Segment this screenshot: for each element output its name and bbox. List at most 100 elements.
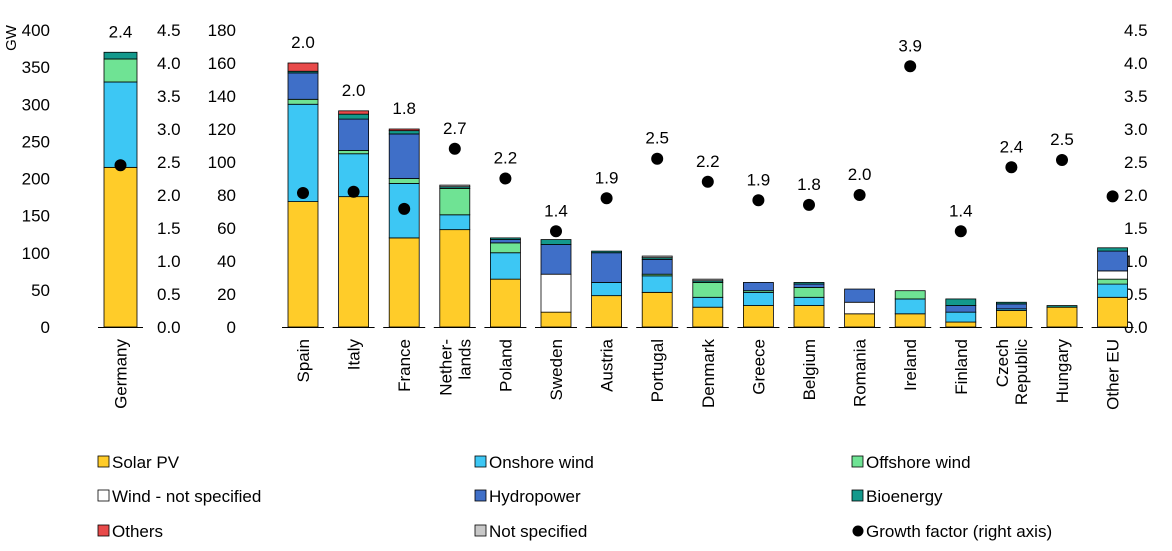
right-axis-tick-label: 1.5 [157, 219, 181, 238]
bar-segment-not-specified [641, 255, 673, 259]
category-label: Ireland [901, 339, 920, 391]
right-axis-tick-label: 3.0 [157, 120, 181, 139]
left-axis-tick-label: 200 [22, 170, 50, 189]
bar-segment-offshore-wind [489, 242, 521, 254]
legend-label: Onshore wind [489, 453, 594, 472]
legend-item-hydropower: Hydropower [474, 487, 581, 506]
bar-segment-wind-not-specified [540, 273, 572, 313]
left-axis-tick-label: 0 [227, 318, 236, 337]
growth-factor-label: 2.2 [494, 149, 518, 168]
category-label: Sweden [547, 339, 566, 400]
bar-segment-onshore-wind [641, 275, 673, 293]
category-label: Other EU [1104, 339, 1123, 410]
growth-factor-dot [904, 60, 917, 73]
bar-segment-onshore-wind [591, 282, 622, 297]
bar-segment-offshore-wind [439, 187, 471, 216]
left-axis-tick-label: 100 [208, 153, 236, 172]
bar-segment-onshore-wind [439, 214, 471, 231]
category-label: Italy [345, 339, 364, 371]
legend-marker [851, 455, 864, 468]
legend-label: Growth factor (right axis) [866, 522, 1052, 541]
bar-segment-hydropower [489, 239, 521, 244]
growth-factor-label: 2.0 [291, 33, 315, 52]
growth-factor-dot [297, 187, 309, 200]
legend-item-not-specified: Not specified [474, 522, 587, 541]
bar-segment-bioenergy [489, 237, 521, 240]
growth-factor-dot [1106, 190, 1119, 203]
bar-segment-hydropower [844, 288, 875, 303]
growth-factor-label: 1.4 [544, 201, 568, 220]
legend-marker [474, 455, 487, 468]
bar-segment-solar-pv [793, 305, 825, 328]
growth-factor-label: 2.2 [696, 152, 720, 171]
growth-factor-label: 2.0 [848, 165, 872, 184]
growth-factor-label: 2.5 [1050, 130, 1074, 149]
growth-factor-dot [448, 142, 461, 155]
bar-segment-hydropower [743, 282, 774, 292]
bar-segment-offshore-wind [388, 178, 420, 184]
right-axis-tick-label: 1.5 [1124, 219, 1148, 238]
category-label: Spain [294, 339, 313, 382]
left-axis-tick-label: 60 [217, 219, 236, 238]
growth-factor-label: 1.9 [747, 170, 771, 189]
right-axis-tick-label: 1.0 [157, 252, 181, 271]
growth-factor-dot [853, 189, 866, 201]
bar-segment-solar-pv [1046, 306, 1078, 328]
right-axis-tick-label: 4.5 [1124, 21, 1148, 40]
growth-factor-dot [803, 198, 815, 211]
right-axis-tick-label: 4.0 [1124, 54, 1148, 73]
bar-segment-bioenergy [338, 113, 370, 120]
left-axis-tick-label: 350 [22, 58, 50, 77]
bar-segment-solar-pv [388, 237, 420, 328]
right-axis-tick-label: 0.0 [1124, 318, 1148, 337]
legend-label: Solar PV [112, 453, 180, 472]
bar-segment-offshore-wind [793, 286, 825, 298]
left-axis-tick-label: 300 [22, 95, 50, 114]
bar-segment-solar-pv [844, 313, 875, 328]
bar-segment-solar-pv [743, 305, 774, 328]
growth-factor-dot [600, 192, 613, 205]
right-axis-tick-label: 2.5 [157, 153, 181, 172]
category-label: France [395, 339, 414, 392]
bar-segment-bioenergy [996, 301, 1027, 305]
bar-segment-solar-pv [540, 311, 572, 328]
left-axis-tick-label: 250 [22, 132, 50, 151]
left-axis-tick-label: 0 [41, 318, 50, 337]
growth-factor-label: 1.8 [392, 99, 416, 118]
left-axis-tick-label: 180 [208, 21, 236, 40]
growth-factor-label: 2.5 [645, 129, 669, 148]
bar-segment-offshore-wind [338, 150, 370, 155]
bar-segment-offshore-wind [1097, 278, 1128, 285]
legend-item-growth-factor-right-axis: Growth factor (right axis) [852, 522, 1052, 541]
left-axis-tick-label: 100 [22, 244, 50, 263]
legend-marker [851, 489, 864, 502]
legend-label: Bioenergy [866, 487, 943, 506]
growth-factor-label: 1.9 [595, 168, 619, 187]
right-axis-tick-label: 4.5 [157, 21, 181, 40]
eu-countries-panel: 0 20 40 60 80 100 120 140 160 180 0.0 0.5 1.0 1.5 2.0 2… [208, 21, 1148, 410]
right-axis-tick-label: 3.5 [1124, 87, 1148, 106]
left-axis-tick-label: 40 [217, 252, 236, 271]
legend-marker [97, 524, 110, 537]
growth-factor-dot [347, 185, 360, 198]
legend-marker [97, 455, 110, 468]
bar-segment-solar-pv [641, 291, 673, 328]
bar-segment-hydropower [287, 72, 319, 100]
legend-marker [852, 525, 864, 537]
category-label: CzechRepublic [993, 339, 1031, 406]
legend-label: Hydropower [489, 487, 581, 506]
right-axis-tick-label: 0.5 [1124, 285, 1148, 304]
category-label: Belgium [800, 339, 819, 400]
growth-factor-dot [398, 202, 411, 215]
category-label: Nether-lands [436, 339, 474, 396]
left-axis-tick-label: 80 [217, 186, 236, 205]
bar-segment-solar-pv [1097, 296, 1128, 328]
growth-factor-dot [701, 175, 714, 188]
bar-segment-onshore-wind [743, 291, 774, 306]
growth-factor-label: 2.7 [443, 119, 467, 138]
bar-segment-hydropower [540, 244, 572, 275]
bar-segment-onshore-wind [793, 296, 825, 306]
bar-segment-onshore-wind [103, 81, 138, 168]
bar-segment-bioenergy [1097, 247, 1128, 252]
